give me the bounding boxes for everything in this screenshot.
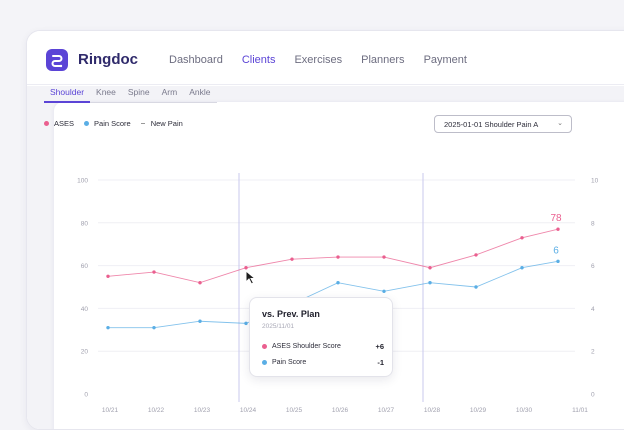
x-axis-tick-label: 10/24: [240, 407, 257, 414]
ases-data-point: [382, 255, 386, 259]
legend-ases[interactable]: ASES: [44, 119, 74, 128]
ases-data-point: [290, 257, 294, 261]
right-axis-tick-label: 0: [591, 392, 595, 399]
plan-select[interactable]: 2025-01-01 Shoulder Pain A ⌄: [434, 115, 572, 133]
plan-select-value: 2025-01-01 Shoulder Pain A: [444, 120, 539, 129]
nav-exercises[interactable]: Exercises: [294, 54, 343, 66]
nav-clients[interactable]: Clients: [241, 54, 276, 66]
right-axis-tick-label: 10: [591, 178, 599, 185]
tab-ankle[interactable]: Ankle: [189, 87, 211, 97]
pain-score-data-point: [336, 281, 340, 285]
x-axis-tick-label: 10/29: [470, 407, 487, 414]
tab-knee[interactable]: Knee: [96, 87, 116, 97]
brand-name[interactable]: Ringdoc: [78, 51, 138, 68]
x-axis-tick-label: 10/26: [332, 407, 349, 414]
right-axis-tick-label: 4: [591, 306, 595, 313]
top-navigation-bar: Ringdoc Dashboard Clients Exercises Plan…: [27, 31, 624, 85]
tooltip-title: vs. Prev. Plan: [262, 309, 320, 319]
tooltip-row-ases: ASES Shoulder Score +6: [262, 341, 384, 351]
left-axis-tick-label: 60: [81, 263, 89, 270]
tooltip-ases-value: +6: [375, 341, 384, 351]
ases-data-point: [556, 227, 560, 231]
ases-data-point: [520, 236, 524, 240]
right-axis-tick-label: 8: [591, 220, 595, 227]
pain-score-end-label: 6: [553, 245, 559, 256]
x-axis-tick-label: 10/22: [148, 407, 165, 414]
pain-score-data-point: [152, 325, 156, 330]
nav-planners[interactable]: Planners: [361, 54, 405, 66]
ases-data-point: [198, 281, 202, 285]
tooltip-pain-dot-icon: [262, 359, 267, 365]
chevron-down-icon: ⌄: [557, 120, 563, 127]
nav-payment[interactable]: Payment: [423, 54, 467, 66]
ases-data-point: [244, 266, 248, 270]
ringdoc-logo-icon[interactable]: [46, 49, 68, 71]
tab-shoulder[interactable]: Shoulder: [44, 87, 91, 103]
right-axis-tick-label: 6: [591, 263, 595, 270]
ases-end-label: 78: [550, 213, 562, 224]
left-axis-tick-label: 20: [81, 349, 89, 356]
left-axis-tick-label: 80: [81, 220, 89, 227]
x-axis-tick-label: 10/21: [102, 407, 119, 414]
main-nav: Dashboard Clients Exercises Planners Pay…: [169, 54, 486, 66]
body-part-tabs: Shoulder Knee Spine Arm Ankle: [44, 87, 217, 103]
x-axis-tick-label: 10/23: [194, 407, 211, 414]
x-axis-tick-label: 10/30: [516, 407, 533, 414]
legend-ases-dot-icon: [44, 121, 49, 126]
tooltip-pain-value: -1: [377, 357, 384, 367]
pain-score-data-point: [198, 319, 202, 323]
legend-new-pain[interactable]: New Pain: [140, 119, 183, 128]
x-axis-tick-label: 10/27: [378, 407, 395, 414]
tooltip-pain-label: Pain Score: [272, 358, 307, 366]
pain-score-data-point: [520, 266, 524, 270]
x-axis-tick-label: 10/25: [286, 407, 303, 414]
nav-dashboard[interactable]: Dashboard: [169, 54, 223, 66]
comparison-tooltip: vs. Prev. Plan 2025/11/01 ASES Shoulder …: [249, 297, 393, 377]
tab-spine[interactable]: Spine: [127, 87, 150, 97]
tooltip-ases-dot-icon: [262, 343, 267, 349]
legend-pain-label: Pain Score: [94, 119, 131, 128]
legend-new-pain-dash-icon: [140, 123, 145, 124]
tooltip-date: 2025/11/01: [262, 323, 295, 330]
pain-score-data-point: [474, 285, 478, 289]
pain-score-data-point: [382, 289, 386, 293]
left-axis-tick-label: 0: [84, 392, 88, 399]
tooltip-row-pain: Pain Score -1: [262, 357, 384, 367]
ases-data-point: [428, 266, 432, 270]
chart-legend: ASES Pain Score New Pain: [44, 119, 193, 128]
pain-score-data-point: [556, 259, 560, 264]
pain-score-data-point: [106, 325, 110, 330]
pain-score-data-point: [244, 321, 248, 326]
mouse-pointer-icon: [245, 270, 257, 285]
pain-score-data-point: [428, 281, 432, 285]
right-axis-tick-label: 2: [591, 349, 595, 356]
tooltip-ases-label: ASES Shoulder Score: [272, 342, 341, 350]
left-axis-tick-label: 40: [81, 306, 89, 313]
x-axis-tick-label: 10/28: [424, 407, 441, 414]
legend-new-pain-label: New Pain: [150, 119, 183, 128]
legend-ases-label: ASES: [54, 119, 75, 128]
x-axis-tick-label: 11/01: [572, 407, 588, 414]
legend-pain-dot-icon: [84, 121, 90, 126]
tab-arm[interactable]: Arm: [161, 87, 178, 97]
ases-series-line: [107, 228, 559, 284]
ases-data-point: [474, 253, 478, 257]
legend-pain-score[interactable]: Pain Score: [84, 119, 131, 128]
ases-data-point: [336, 255, 340, 259]
left-axis-tick-label: 100: [77, 178, 88, 185]
ases-data-point: [152, 270, 156, 274]
ases-data-point: [106, 274, 110, 278]
